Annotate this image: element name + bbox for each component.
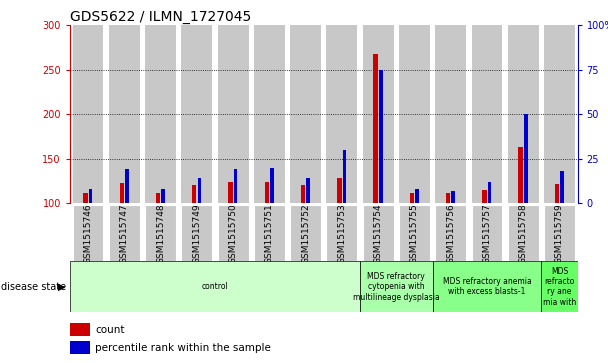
Bar bbox=[482, 190, 486, 203]
Bar bbox=[326, 25, 358, 203]
Bar bbox=[264, 182, 269, 203]
Text: disease state: disease state bbox=[1, 282, 66, 292]
Bar bbox=[337, 178, 342, 203]
Text: GSM1515751: GSM1515751 bbox=[265, 203, 274, 264]
Bar bbox=[70, 323, 90, 336]
Bar bbox=[451, 191, 455, 203]
Text: count: count bbox=[95, 325, 125, 335]
Text: GSM1515755: GSM1515755 bbox=[410, 203, 419, 264]
Bar bbox=[301, 185, 305, 203]
FancyBboxPatch shape bbox=[290, 205, 321, 261]
FancyBboxPatch shape bbox=[70, 261, 360, 312]
Text: GSM1515753: GSM1515753 bbox=[337, 203, 347, 264]
Bar bbox=[181, 25, 212, 203]
Text: GSM1515754: GSM1515754 bbox=[374, 203, 382, 264]
Bar bbox=[435, 25, 466, 203]
Text: GSM1515759: GSM1515759 bbox=[555, 203, 564, 264]
FancyBboxPatch shape bbox=[363, 205, 393, 261]
Text: GSM1515746: GSM1515746 bbox=[83, 203, 92, 264]
Bar bbox=[156, 193, 161, 203]
Text: GSM1515750: GSM1515750 bbox=[229, 203, 238, 264]
Bar bbox=[373, 54, 378, 203]
Bar bbox=[290, 25, 321, 203]
Bar bbox=[161, 189, 165, 203]
Bar bbox=[120, 183, 124, 203]
Bar bbox=[472, 25, 502, 203]
Text: GSM1515756: GSM1515756 bbox=[446, 203, 455, 264]
Bar bbox=[560, 171, 564, 203]
FancyBboxPatch shape bbox=[435, 205, 466, 261]
Bar bbox=[218, 25, 249, 203]
Bar bbox=[234, 170, 238, 203]
Bar bbox=[379, 70, 382, 203]
Text: MDS refractory anemia
with excess blasts-1: MDS refractory anemia with excess blasts… bbox=[443, 277, 531, 297]
Bar bbox=[415, 189, 419, 203]
Text: ▶: ▶ bbox=[58, 282, 66, 292]
Bar bbox=[83, 193, 88, 203]
Text: GSM1515757: GSM1515757 bbox=[482, 203, 491, 264]
Bar bbox=[70, 341, 90, 354]
Bar bbox=[519, 147, 523, 203]
Bar bbox=[306, 178, 310, 203]
Bar bbox=[192, 185, 196, 203]
Bar bbox=[89, 189, 92, 203]
Bar bbox=[125, 170, 129, 203]
Bar bbox=[198, 178, 201, 203]
FancyBboxPatch shape bbox=[145, 205, 176, 261]
Bar bbox=[524, 114, 528, 203]
Bar bbox=[544, 25, 575, 203]
FancyBboxPatch shape bbox=[472, 205, 502, 261]
Bar bbox=[270, 168, 274, 203]
Bar bbox=[399, 25, 430, 203]
Bar bbox=[72, 25, 103, 203]
FancyBboxPatch shape bbox=[399, 205, 430, 261]
Bar bbox=[343, 150, 346, 203]
Bar bbox=[488, 182, 491, 203]
Text: percentile rank within the sample: percentile rank within the sample bbox=[95, 343, 271, 353]
Bar bbox=[229, 182, 233, 203]
FancyBboxPatch shape bbox=[218, 205, 249, 261]
FancyBboxPatch shape bbox=[109, 205, 140, 261]
Text: control: control bbox=[202, 282, 229, 291]
Text: GSM1515758: GSM1515758 bbox=[519, 203, 528, 264]
Text: GSM1515749: GSM1515749 bbox=[192, 203, 201, 264]
FancyBboxPatch shape bbox=[72, 205, 103, 261]
Bar bbox=[109, 25, 140, 203]
Bar bbox=[145, 25, 176, 203]
FancyBboxPatch shape bbox=[254, 205, 285, 261]
Bar bbox=[446, 193, 451, 203]
FancyBboxPatch shape bbox=[326, 205, 358, 261]
FancyBboxPatch shape bbox=[360, 261, 432, 312]
FancyBboxPatch shape bbox=[544, 205, 575, 261]
Text: GSM1515752: GSM1515752 bbox=[301, 203, 310, 264]
Bar bbox=[254, 25, 285, 203]
Text: GSM1515748: GSM1515748 bbox=[156, 203, 165, 264]
FancyBboxPatch shape bbox=[508, 205, 539, 261]
Text: MDS
refracto
ry ane
mia with: MDS refracto ry ane mia with bbox=[543, 267, 576, 307]
FancyBboxPatch shape bbox=[181, 205, 212, 261]
Bar bbox=[508, 25, 539, 203]
Bar bbox=[554, 184, 559, 203]
Text: GDS5622 / ILMN_1727045: GDS5622 / ILMN_1727045 bbox=[70, 11, 251, 24]
FancyBboxPatch shape bbox=[541, 261, 578, 312]
Text: MDS refractory
cytopenia with
multilineage dysplasia: MDS refractory cytopenia with multilinea… bbox=[353, 272, 440, 302]
Bar bbox=[410, 193, 414, 203]
FancyBboxPatch shape bbox=[432, 261, 541, 312]
Bar bbox=[363, 25, 393, 203]
Text: GSM1515747: GSM1515747 bbox=[120, 203, 129, 264]
